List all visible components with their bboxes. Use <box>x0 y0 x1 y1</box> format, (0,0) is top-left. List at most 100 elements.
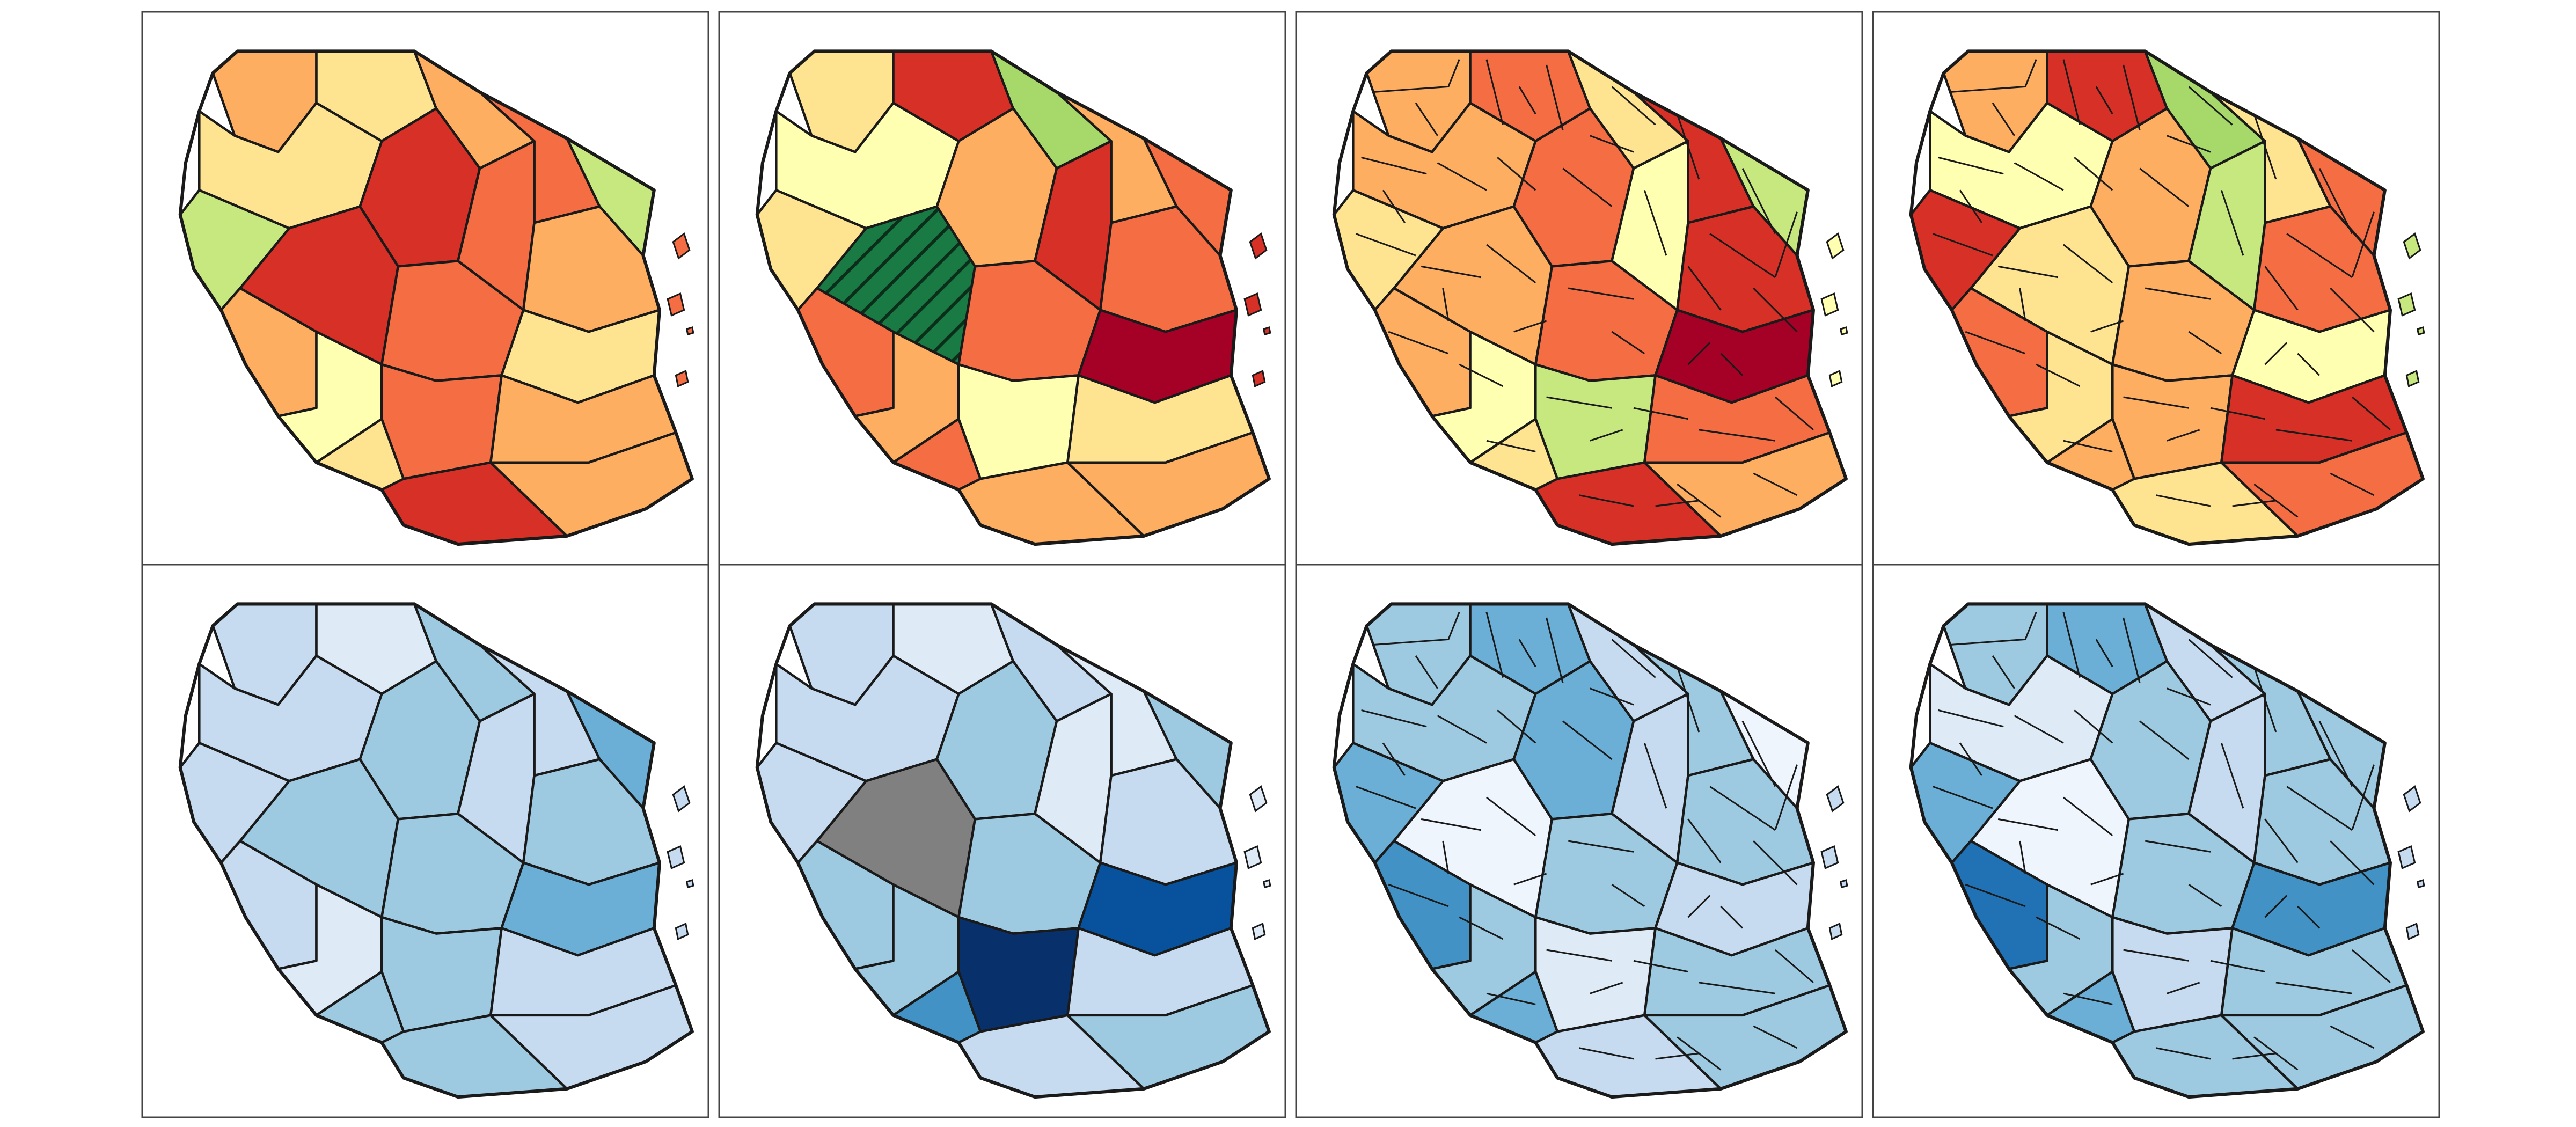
district-boundary <box>2095 86 2113 114</box>
district-boundary <box>1643 742 1667 809</box>
district-boundary <box>2318 721 2353 787</box>
district-boundary <box>1485 612 1504 678</box>
island <box>1839 879 1848 889</box>
district-boundary <box>2014 715 2064 744</box>
district-boundary <box>2351 949 2391 984</box>
district-boundary <box>1611 639 1656 678</box>
district-boundary <box>1579 494 1634 507</box>
island <box>1252 923 1266 940</box>
island <box>2405 370 2420 387</box>
district-boundary <box>2019 840 2026 874</box>
district-boundary <box>1546 396 1612 409</box>
district-boundary <box>1687 342 1711 365</box>
island <box>667 292 685 317</box>
district-boundary <box>1513 320 1547 333</box>
district-boundary <box>2264 266 2299 311</box>
district-boundary <box>2318 168 2353 235</box>
district-boundary <box>1486 796 1536 837</box>
district-boundary <box>2123 396 2189 409</box>
district-boundary <box>1677 484 1722 518</box>
district-boundary <box>2297 905 2321 929</box>
district-boundary <box>2232 1052 2276 1060</box>
district-boundary <box>1355 786 1416 809</box>
district-boundary <box>1437 162 1487 191</box>
district-boundary <box>1741 168 1776 235</box>
district-boundary <box>2188 86 2233 126</box>
district-boundary <box>2220 189 2244 256</box>
district-boundary <box>2232 500 2276 507</box>
district-boundary <box>1388 331 1449 355</box>
district-boundary <box>2264 818 2299 863</box>
district-boundary <box>1699 429 1776 442</box>
map-region <box>957 916 1080 1033</box>
panel-frame <box>718 564 1286 1118</box>
district-boundary <box>1486 244 1536 284</box>
district-boundary <box>1611 331 1645 355</box>
district-boundary <box>2123 64 2141 131</box>
map-body <box>755 602 1271 1099</box>
district-boundary <box>1965 331 2026 355</box>
district-boundary <box>1959 742 1982 777</box>
panel-frame <box>141 564 709 1118</box>
island <box>1826 785 1845 813</box>
district-boundary <box>1497 709 1536 744</box>
district-boundary <box>1361 709 1427 728</box>
map-body <box>1909 49 2425 546</box>
map-region <box>380 363 503 480</box>
district-boundary <box>1546 617 1564 684</box>
district-boundary <box>1442 840 1450 874</box>
panel-r1c3 <box>1295 11 1863 566</box>
district-boundary <box>1753 840 1798 885</box>
map-body <box>178 602 694 1099</box>
district-boundary <box>2019 288 2026 321</box>
island <box>2403 785 2421 813</box>
country-outline <box>755 49 1271 546</box>
district-boundary <box>1421 818 1482 831</box>
district-boundary <box>1437 715 1487 744</box>
map-body <box>178 49 694 546</box>
district-boundary <box>1486 992 1536 1005</box>
district-boundary <box>1611 883 1645 908</box>
island <box>1249 785 1268 813</box>
district-boundary <box>2145 287 2211 300</box>
island <box>1839 326 1848 336</box>
district-boundary <box>1562 720 1613 760</box>
island <box>2403 232 2421 260</box>
district-boundary <box>1562 167 1613 207</box>
district-boundary <box>1949 612 2037 646</box>
panel-r2c1 <box>141 564 709 1118</box>
district-boundary <box>1442 288 1450 321</box>
district-boundary <box>1677 1036 1722 1071</box>
district-boundary <box>1774 764 1798 831</box>
district-boundary <box>1497 157 1536 191</box>
district-boundary <box>1997 265 2059 279</box>
island <box>2397 292 2416 317</box>
district-boundary <box>1415 655 1438 689</box>
district-boundary <box>1949 59 2037 93</box>
island <box>1249 232 1268 260</box>
district-boundary <box>2330 287 2375 333</box>
district-boundary <box>1546 949 1612 962</box>
district-boundary <box>1992 655 2015 689</box>
district-boundary <box>2167 429 2200 442</box>
country-outline <box>1332 602 1848 1099</box>
island <box>2405 923 2420 940</box>
district-boundary <box>2063 992 2113 1005</box>
district-boundary <box>2275 982 2353 994</box>
island <box>1262 879 1271 889</box>
district-boundary <box>2330 840 2375 885</box>
island <box>1820 292 1839 317</box>
island <box>1243 845 1262 869</box>
panel-r1c1 <box>141 11 709 566</box>
district-boundary <box>1959 189 1982 224</box>
district-boundary <box>1633 960 1688 973</box>
district-boundary <box>1676 666 1700 733</box>
district-boundary <box>1518 86 1536 114</box>
district-boundary <box>1720 353 1744 376</box>
district-boundary <box>2297 353 2321 376</box>
island <box>672 232 691 260</box>
map-body <box>1332 602 1848 1099</box>
district-boundary <box>2139 167 2190 207</box>
district-boundary <box>1753 472 1798 496</box>
